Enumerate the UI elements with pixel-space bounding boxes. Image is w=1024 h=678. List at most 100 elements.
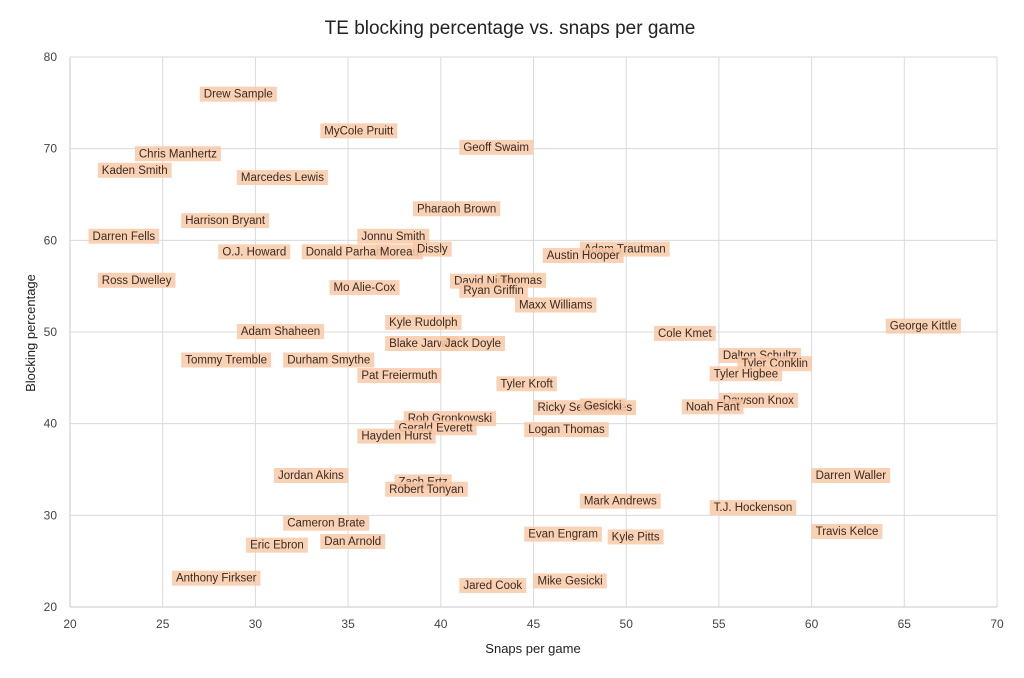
- data-point: Mark Andrews: [579, 493, 661, 509]
- data-point-label: MyCole Pruitt: [324, 125, 394, 137]
- data-point-label: Kyle Pitts: [612, 531, 660, 543]
- data-point-label: Dissly: [417, 244, 448, 256]
- data-point-label: Jared Cook: [463, 580, 522, 592]
- data-point: Darren Waller: [811, 468, 891, 483]
- y-tick-label: 60: [44, 233, 58, 247]
- data-point-label: Eric Ebron: [250, 540, 304, 552]
- data-point: Blake Jarwin: [385, 336, 459, 351]
- data-point-label: Marcedes Lewis: [241, 172, 324, 184]
- data-point: Jordan Akins: [273, 468, 348, 483]
- data-point: Jonnu Smith: [357, 228, 430, 244]
- data-label-background: [440, 336, 506, 351]
- y-axis-label: Blocking percentage: [23, 274, 38, 392]
- data-label-background: [283, 352, 375, 368]
- data-label-background: [542, 248, 624, 263]
- data-point: Tommy Tremble: [181, 352, 272, 368]
- data-label-background: [97, 162, 172, 178]
- data-point: Tyler Kroft: [496, 376, 557, 392]
- data-label-background: [524, 526, 602, 542]
- data-label-background: [199, 86, 277, 102]
- data-point-label: Adam Shaheen: [241, 326, 320, 338]
- data-point-label: Donald Parham: [306, 246, 386, 258]
- data-point-label: Maxx Williams: [519, 300, 593, 312]
- data-point: Kyle Pitts: [607, 529, 664, 545]
- data-label-background: [524, 422, 609, 438]
- data-label-background: [654, 325, 716, 341]
- data-point: Cole Kmet: [654, 325, 716, 341]
- data-point-label: Austin Hooper: [547, 250, 620, 262]
- data-label-background: [357, 368, 442, 384]
- data-point-label: Kyle Rudolph: [389, 317, 457, 329]
- data-label-background: [459, 578, 527, 593]
- data-point-label: Cole Kmet: [658, 328, 712, 340]
- chart-title: TE blocking percentage vs. snaps per gam…: [325, 18, 696, 39]
- data-point-label: Travis Kelce: [816, 526, 879, 538]
- data-label-background: [811, 468, 891, 483]
- data-point-label: Geoff Swaim: [463, 142, 529, 154]
- data-point: Chris Manhertz: [134, 146, 221, 162]
- data-label-background: [246, 537, 308, 553]
- data-point: Geoff Swaim: [459, 139, 533, 155]
- data-point-label: Cameron Brate: [287, 518, 365, 530]
- x-tick-label: 50: [620, 617, 634, 631]
- data-label-background: [357, 428, 436, 444]
- data-point-label: Mo Alie-Cox: [334, 282, 396, 294]
- data-label-background: [709, 366, 783, 382]
- data-point: Marcedes Lewis: [236, 170, 328, 186]
- data-point-label: Dan Arnold: [324, 536, 381, 548]
- data-label-background: [320, 123, 398, 139]
- x-tick-label: 55: [712, 617, 726, 631]
- data-point-label: Mike Gesicki: [538, 575, 603, 587]
- data-label-background: [283, 515, 370, 531]
- data-label-background: [273, 468, 348, 483]
- data-point: George Kittle: [885, 318, 961, 334]
- data-label-background: [459, 139, 533, 155]
- axis-ticks: 20 25 30 35 40 45 50 55 60 65 70 20 30 40 50 60 70 80: [44, 50, 1004, 631]
- data-label-background: [385, 336, 459, 351]
- data-point: Drew Sample: [199, 86, 277, 102]
- data-point: Jack Doyle: [440, 336, 506, 351]
- data-point: Kaden Smith: [97, 162, 172, 178]
- data-label-background: [811, 523, 883, 539]
- data-label-background: [579, 398, 626, 414]
- data-point: Robert Tonyan: [385, 481, 468, 497]
- x-tick-label: 45: [527, 617, 541, 631]
- data-point-label: Drew Sample: [204, 89, 273, 101]
- data-point-label: Darren Fells: [93, 231, 156, 243]
- data-label-background: [385, 314, 462, 330]
- data-point-label: Tyler Kroft: [500, 378, 553, 390]
- data-point: Mo Alie-Cox: [329, 280, 400, 296]
- data-point: Pharaoh Brown: [412, 201, 501, 217]
- data-label-background: [181, 352, 272, 368]
- data-point: Darren Fells: [88, 228, 160, 244]
- data-point: Hayden Hurst: [357, 428, 436, 444]
- data-label-background: [709, 500, 797, 516]
- data-point-label: Hayden Hurst: [361, 431, 432, 443]
- data-point: T.J. Hockenson: [709, 500, 797, 516]
- data-point: Harrison Bryant: [181, 213, 270, 229]
- data-point-label: Harrison Bryant: [185, 215, 266, 227]
- data-point: MyCole Pruitt: [320, 123, 398, 139]
- data-point-label: Ryan Griffin: [463, 285, 524, 297]
- data-point: Adam Shaheen: [236, 324, 325, 340]
- data-point: Logan Thomas: [524, 422, 609, 438]
- x-tick-label: 40: [434, 617, 448, 631]
- data-point-label: Pharaoh Brown: [417, 203, 496, 215]
- data-point: Cameron Brate: [283, 515, 370, 531]
- data-point: Eric Ebron: [246, 537, 308, 553]
- data-point-label: T.J. Hockenson: [714, 502, 793, 514]
- data-label-background: [607, 529, 664, 545]
- data-label-background: [681, 399, 744, 415]
- data-point: Evan Engram: [524, 526, 602, 542]
- data-label-background: [320, 534, 386, 549]
- data-point: Ryan Griffin: [459, 282, 528, 298]
- data-point-label: Gesicki: [584, 400, 622, 412]
- data-point: Maxx Williams: [514, 297, 597, 313]
- x-tick-label: 25: [156, 617, 170, 631]
- y-tick-label: 40: [44, 417, 58, 431]
- data-point-label: Robert Tonyan: [389, 484, 464, 496]
- data-label-background: [533, 573, 607, 589]
- data-point-label: Tommy Tremble: [185, 355, 267, 367]
- data-point-label: Jack Doyle: [445, 338, 501, 350]
